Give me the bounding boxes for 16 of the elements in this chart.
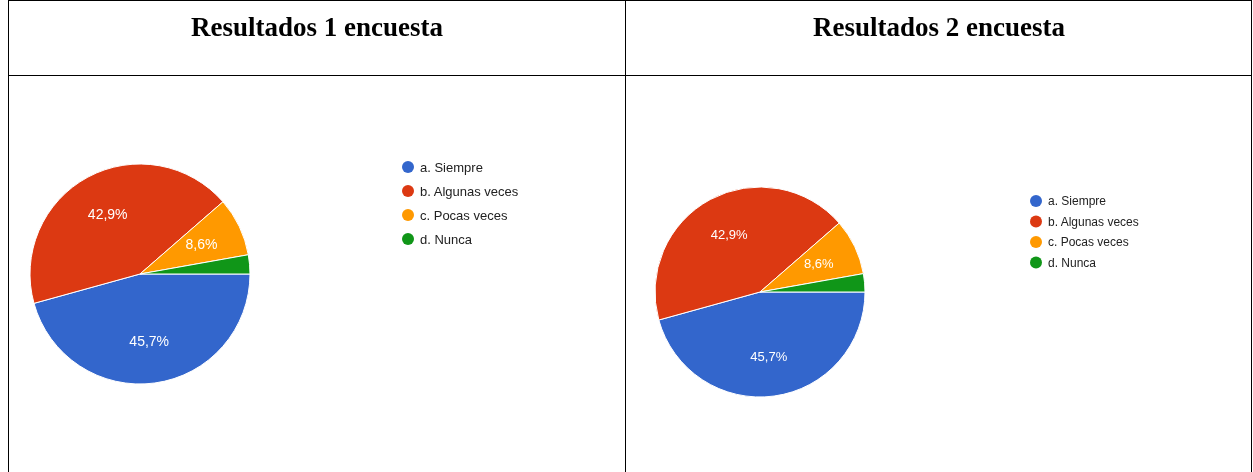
legend-label: b. Algunas veces xyxy=(1048,214,1139,229)
data-label: 8,6% xyxy=(185,236,218,253)
legend-label: d. Nunca xyxy=(1048,255,1097,270)
data-label: 45,7% xyxy=(129,333,170,350)
legend-label: c. Pocas veces xyxy=(1048,235,1129,250)
legend-label: a. Siempre xyxy=(1048,194,1107,209)
chart-title: Resultados 2 encuesta xyxy=(812,12,1066,42)
legend-label: c. Pocas veces xyxy=(420,207,508,223)
data-label: 42,9% xyxy=(87,205,128,222)
data-label: 45,7% xyxy=(750,349,788,365)
data-label: 8,6% xyxy=(803,256,834,272)
legend-label: d. Nunca xyxy=(420,231,473,247)
data-label: 42,9% xyxy=(710,227,749,243)
chart-title: Resultados 1 encuesta xyxy=(190,12,444,42)
legend-label: a. Siempre xyxy=(420,159,483,175)
legend-label: b. Algunas veces xyxy=(420,183,519,199)
